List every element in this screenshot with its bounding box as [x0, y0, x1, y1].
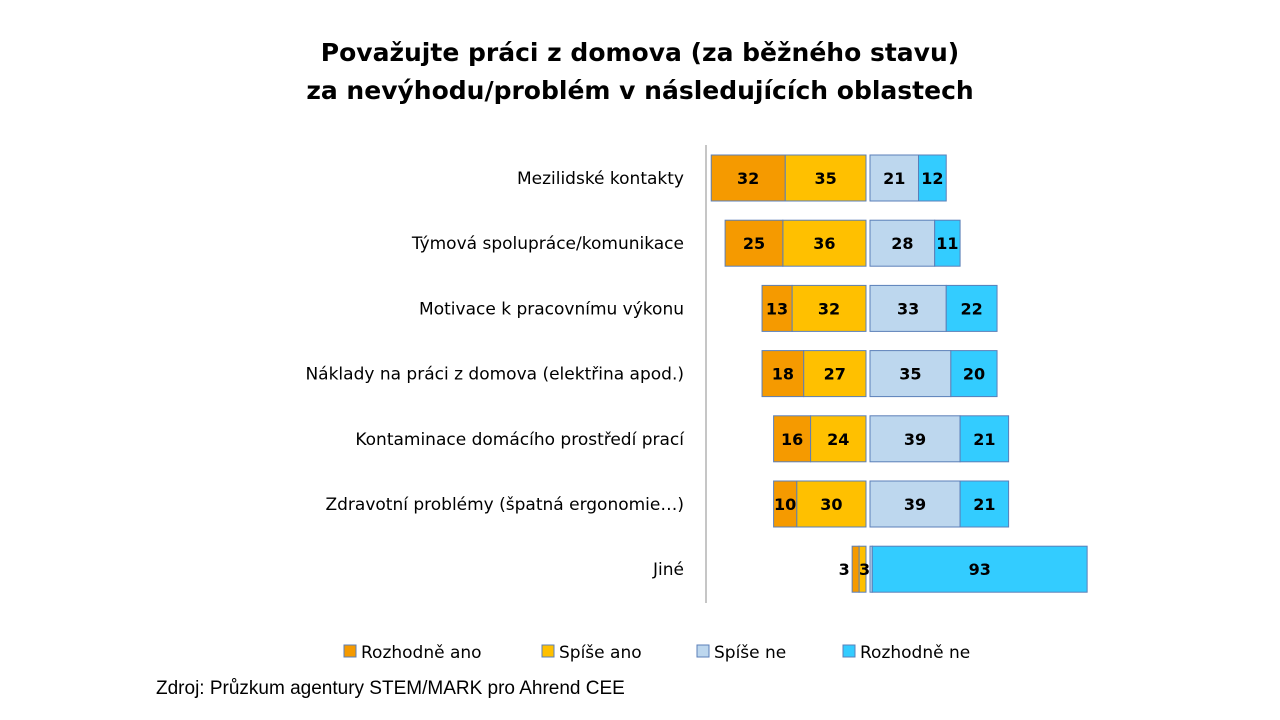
legend-label: Rozhodně ano — [361, 643, 482, 663]
data-label: 25 — [743, 234, 765, 253]
category-label: Náklady na práci z domova (elektřina apo… — [305, 365, 684, 385]
bar-segment — [959, 415, 1010, 463]
data-label: 35 — [814, 169, 836, 188]
legend-swatch — [343, 644, 357, 658]
bar-segment — [796, 480, 867, 528]
data-label: 13 — [766, 299, 788, 318]
bar-segment — [869, 415, 961, 463]
category-label: Zdravotní problémy (špatná ergonomie…) — [325, 495, 684, 515]
bar-segment — [851, 545, 860, 593]
legend-swatch — [842, 644, 856, 658]
bar-segment — [773, 480, 798, 528]
bar-segment — [950, 350, 998, 398]
category-label: Týmová spolupráce/komunikace — [411, 234, 684, 254]
data-label: 18 — [772, 365, 794, 384]
category-label: Mezilidské kontakty — [517, 169, 684, 189]
bar-segment — [773, 415, 812, 463]
data-label: 3 — [839, 560, 850, 579]
data-label: 35 — [899, 365, 921, 384]
title-line-2: za nevýhodu/problém v následujících obla… — [306, 76, 974, 105]
bar-segment — [782, 219, 867, 267]
data-label: 39 — [904, 495, 926, 514]
data-label: 16 — [781, 430, 803, 449]
category-label: Jiné — [652, 560, 684, 580]
bar-segment — [869, 350, 952, 398]
title-line-1: Považujte práci z domova (za běžného sta… — [320, 38, 960, 67]
bar-segment — [959, 480, 1010, 528]
data-label: 21 — [973, 430, 995, 449]
legend-swatch — [541, 644, 555, 658]
data-label: 21 — [883, 169, 905, 188]
data-label: 32 — [818, 299, 840, 318]
data-label: 21 — [973, 495, 995, 514]
data-label: 3 — [859, 560, 870, 579]
data-label: 28 — [891, 234, 913, 253]
bar-segment — [803, 350, 867, 398]
data-label: 22 — [961, 299, 983, 318]
bar-segment — [761, 350, 805, 398]
bar-segment — [869, 154, 920, 202]
bar-segment — [724, 219, 784, 267]
data-label: 33 — [897, 299, 919, 318]
legend-label: Rozhodně ne — [860, 643, 970, 663]
data-label: 30 — [820, 495, 842, 514]
data-label: 11 — [936, 234, 958, 253]
chart-title: Považujte práci z domova (za běžného sta… — [0, 34, 1280, 110]
category-label: Motivace k pracovnímu výkonu — [419, 299, 684, 319]
legend-swatch — [696, 644, 710, 658]
data-label: 24 — [827, 430, 849, 449]
legend-label: Spíše ne — [714, 643, 786, 663]
bar-segment — [810, 415, 867, 463]
data-label: 93 — [969, 560, 991, 579]
bar-segment — [934, 219, 961, 267]
bar-segment — [869, 284, 947, 332]
bar-segment — [871, 545, 1088, 593]
bar-segment — [761, 284, 793, 332]
data-label: 12 — [921, 169, 943, 188]
source-note: Zdroj: Průzkum agentury STEM/MARK pro Ah… — [156, 678, 625, 699]
data-label: 36 — [813, 234, 835, 253]
legend-label: Spíše ano — [559, 643, 642, 663]
data-label: 32 — [737, 169, 759, 188]
bar-segment — [918, 154, 947, 202]
data-label: 27 — [824, 365, 846, 384]
data-label: 39 — [904, 430, 926, 449]
bar-segment — [710, 154, 786, 202]
data-label: 20 — [963, 365, 985, 384]
category-label: Kontaminace domácího prostředí prací — [355, 430, 685, 450]
bar-segment — [945, 284, 998, 332]
data-label: 10 — [774, 495, 796, 514]
